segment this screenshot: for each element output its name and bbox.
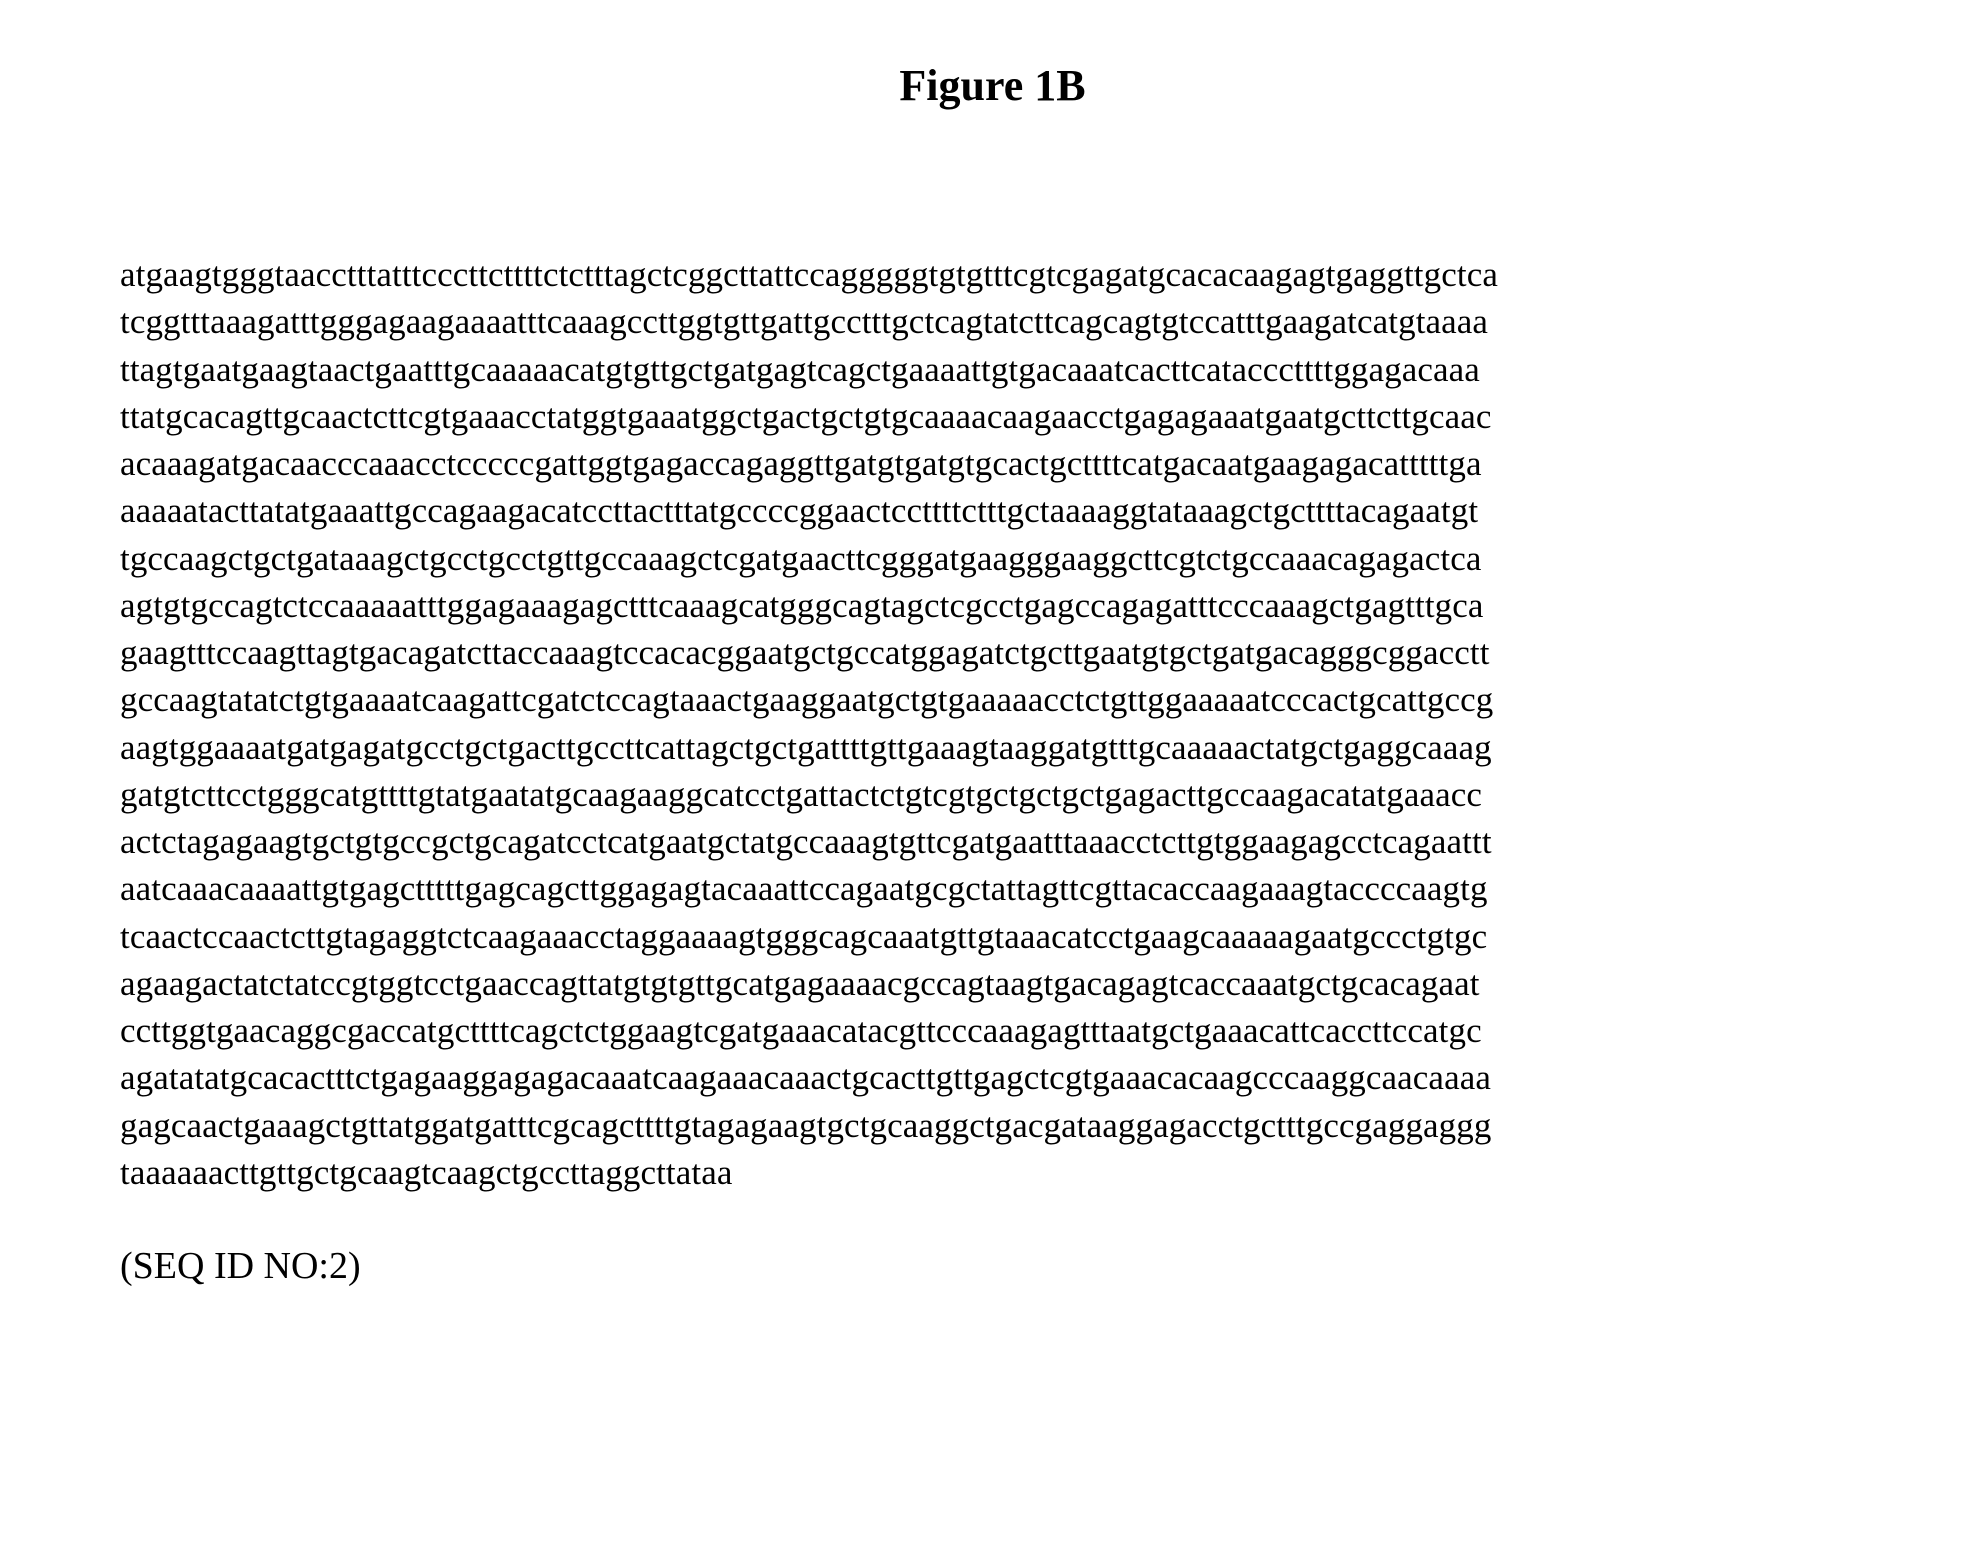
- figure-page: Figure 1B atgaagtgggtaacctttatttcccttctt…: [0, 0, 1985, 1543]
- dna-sequence-block: atgaagtgggtaacctttatttcccttcttttctctttag…: [120, 251, 1865, 1196]
- sequence-id-label: (SEQ ID NO:2): [120, 1244, 1865, 1288]
- figure-title: Figure 1B: [120, 60, 1865, 111]
